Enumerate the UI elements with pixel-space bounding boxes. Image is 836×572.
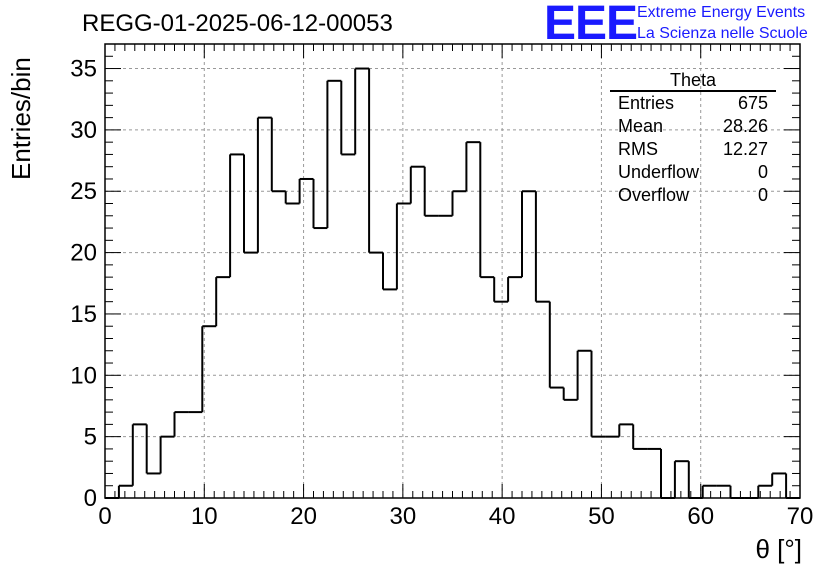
y-tick-label: 25 <box>70 178 97 205</box>
chart-title: REGG-01-2025-06-12-00053 <box>82 10 393 37</box>
stats-row-mean: Mean 28.26 <box>610 115 776 138</box>
x-tick-label: 20 <box>290 503 317 530</box>
histogram-bins <box>105 67 800 499</box>
y-tick-label: 35 <box>70 56 97 83</box>
stats-label: RMS <box>618 139 658 159</box>
logo-text-line1: Extreme Energy Events <box>637 4 806 21</box>
x-tick-label: 40 <box>489 503 516 530</box>
y-tick-label: 20 <box>70 240 97 267</box>
x-tick-label: 30 <box>390 503 417 530</box>
y-tick-label: 15 <box>70 301 97 328</box>
stats-label: Underflow <box>618 162 700 182</box>
stats-row-entries: Entries 675 <box>610 92 776 115</box>
stats-value: 675 <box>737 93 768 113</box>
stats-row-underflow: Underflow 0 <box>610 161 776 184</box>
stats-row-rms: RMS 12.27 <box>610 138 776 161</box>
x-tick-label: 0 <box>98 503 111 530</box>
axis-ticks <box>104 43 801 499</box>
x-tick-label: 60 <box>687 503 714 530</box>
y-tick-label: 30 <box>70 117 97 144</box>
y-tick-label: 5 <box>84 424 97 451</box>
stats-value: 28.26 <box>722 116 768 136</box>
stats-title: Theta <box>610 70 776 92</box>
y-tick-label: 10 <box>70 362 97 389</box>
stats-label: Mean <box>618 116 664 136</box>
stats-label: Entries <box>618 93 675 113</box>
y-tick-label: 0 <box>84 485 97 512</box>
stats-value: 0 <box>757 185 768 205</box>
stats-value: 0 <box>757 162 768 182</box>
x-tick-label: 70 <box>787 503 814 530</box>
stats-value: 12.27 <box>722 139 768 159</box>
stats-box: Theta Entries 675 Mean 28.26 RMS 12.27 U… <box>610 70 776 207</box>
x-axis-label: θ [°] <box>755 534 802 564</box>
stats-label: Overflow <box>618 185 690 205</box>
eee-logo: EEE <box>544 0 638 50</box>
tick-labels: 0 10 20 30 40 50 60 70 0 5 10 15 20 25 30 35 <box>70 56 813 530</box>
y-axis-label: Entries/bin <box>6 57 36 180</box>
logo-text-line2: La Scienza nelle Scuole <box>637 25 808 42</box>
grid-lines <box>105 44 800 498</box>
stats-row-overflow: Overflow 0 <box>610 184 776 207</box>
x-tick-label: 10 <box>191 503 218 530</box>
x-tick-label: 50 <box>588 503 615 530</box>
